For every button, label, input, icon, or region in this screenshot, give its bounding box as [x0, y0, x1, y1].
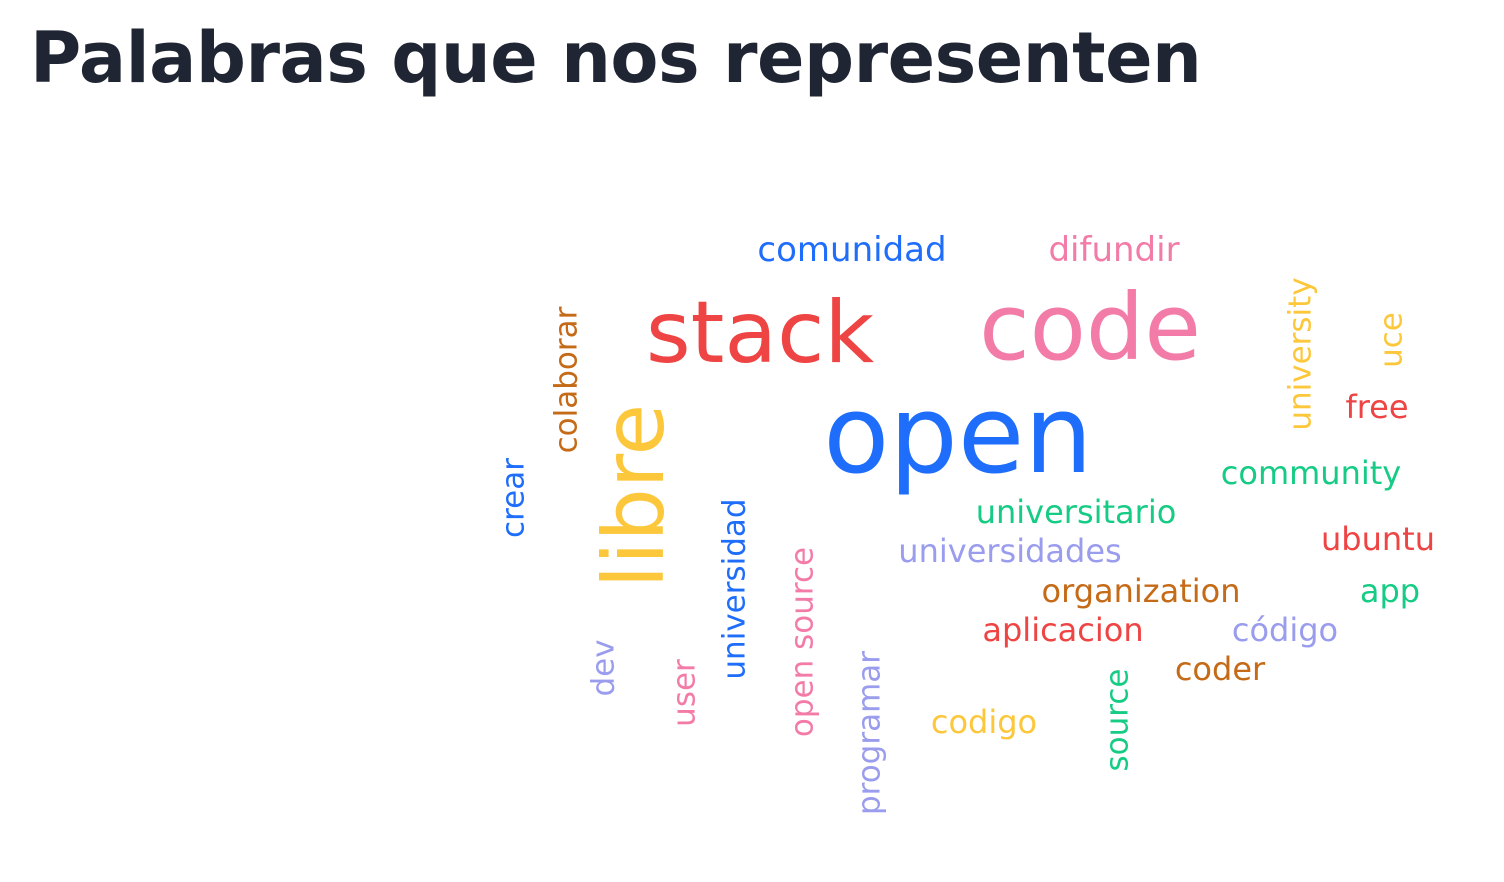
word-comunidad: comunidad	[757, 230, 947, 270]
word-ubuntu: ubuntu	[1321, 520, 1435, 558]
word-university: university	[1282, 277, 1319, 431]
word-codigo: codigo	[930, 703, 1038, 741]
word-code: code	[979, 274, 1201, 381]
word-source: source	[1099, 668, 1136, 772]
word-open: open	[823, 373, 1093, 498]
word-universidad: universidad	[716, 498, 753, 680]
word-open-source: open source	[784, 546, 821, 738]
word-uce: uce	[1373, 312, 1410, 368]
word-user: user	[666, 659, 703, 727]
word-organization: organization	[1041, 572, 1241, 610]
word-coder: coder	[1174, 650, 1266, 688]
word-aplicacion: aplicacion	[982, 611, 1144, 649]
word-difundir: difundir	[1048, 230, 1180, 270]
word-codigo-accent: código	[1231, 611, 1339, 649]
word-dev: dev	[585, 639, 622, 697]
word-libre: libre	[585, 403, 683, 589]
word-app: app	[1359, 572, 1421, 610]
word-free: free	[1345, 388, 1409, 426]
word-universitario: universitario	[975, 493, 1177, 531]
word-stack: stack	[645, 283, 875, 383]
word-crear: crear	[495, 458, 532, 538]
page-title: Palabras que nos representen	[30, 17, 1202, 99]
word-colaborar: colaborar	[548, 306, 585, 454]
word-community: community	[1220, 454, 1402, 492]
word-universidades: universidades	[898, 532, 1122, 570]
word-programar: programar	[851, 650, 888, 816]
